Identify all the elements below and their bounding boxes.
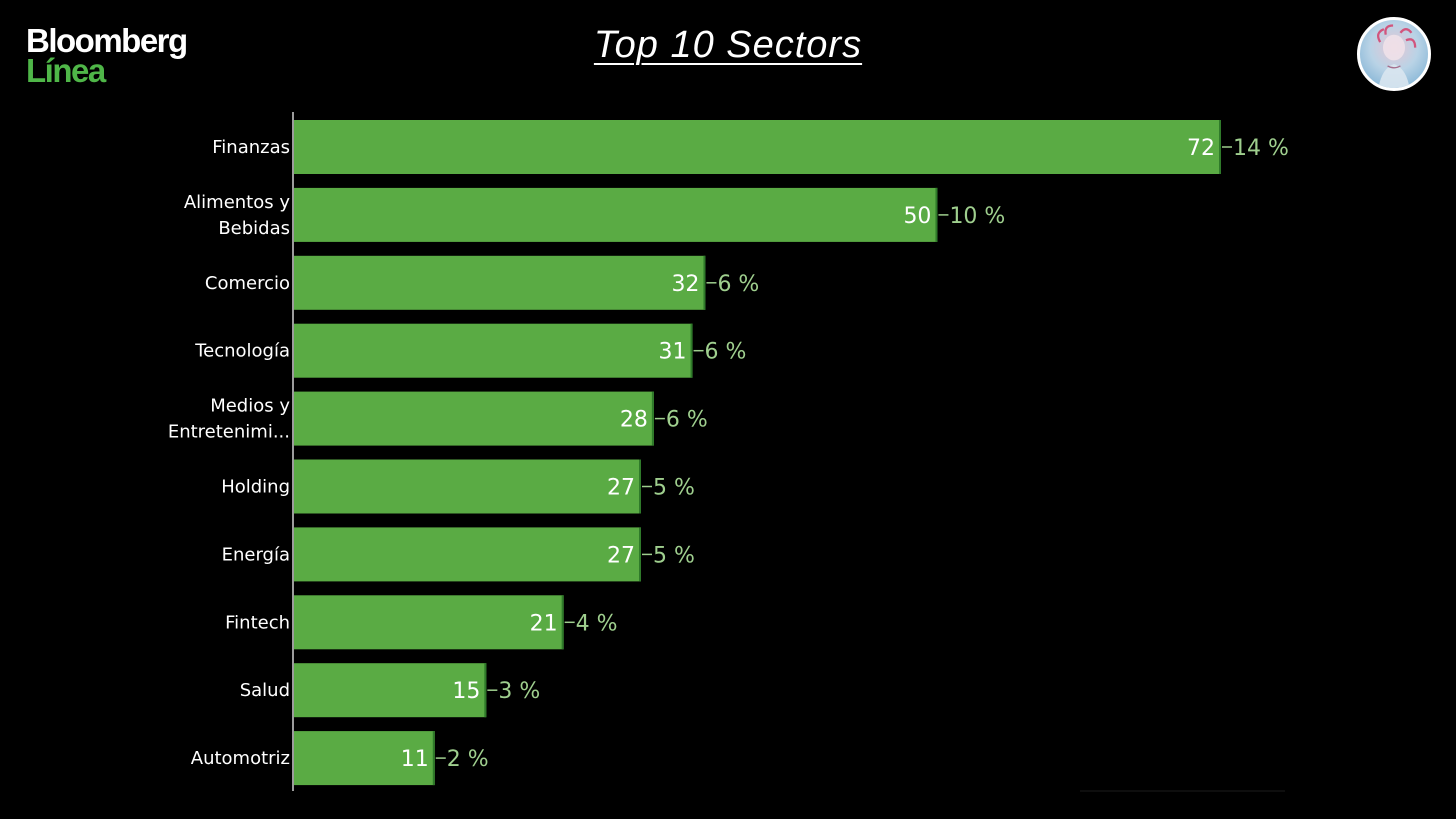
bar-end-marker <box>639 527 641 582</box>
value-label: 31 <box>659 340 687 365</box>
category-label: Comercio <box>205 273 290 294</box>
brand-logo-line1: Bloomberg <box>26 22 188 59</box>
category-label: Finanzas <box>212 137 290 158</box>
percent-label: 6 % <box>666 408 708 433</box>
percent-label: 14 % <box>1233 136 1289 161</box>
category-label: Holding <box>221 477 290 498</box>
value-label: 21 <box>530 611 558 636</box>
category-label: Tecnología <box>194 341 290 362</box>
category-label: Salud <box>240 680 290 701</box>
bar <box>294 391 654 446</box>
bar-end-marker <box>484 663 487 718</box>
brand-logo-line2: Línea <box>26 52 106 89</box>
bar <box>294 459 641 514</box>
bar-end-marker <box>651 391 654 446</box>
percent-label: 10 % <box>949 204 1005 229</box>
bar <box>294 731 435 786</box>
bar-end-marker <box>1219 120 1221 174</box>
percent-label: 4 % <box>576 611 618 636</box>
bar-end-marker <box>639 459 641 514</box>
value-label: 15 <box>452 679 480 704</box>
statue-portrait-icon <box>1377 24 1417 88</box>
value-label: 27 <box>607 476 635 501</box>
category-label: Automotriz <box>191 748 290 769</box>
value-label: 28 <box>620 408 648 433</box>
bar <box>294 527 641 582</box>
category-label: Bebidas <box>218 218 290 239</box>
value-label: 27 <box>607 543 635 568</box>
bar <box>294 595 564 650</box>
percent-label: 5 % <box>653 476 695 501</box>
category-label: Medios y <box>210 396 290 417</box>
bar-end-marker <box>935 187 938 242</box>
bar <box>294 120 1221 174</box>
percent-label: 5 % <box>653 543 695 568</box>
bar <box>294 187 938 242</box>
page-title: Top 10 Sectors <box>593 24 863 66</box>
value-label: 32 <box>671 272 699 297</box>
percent-label: 6 % <box>705 340 747 365</box>
percent-label: 6 % <box>717 272 759 297</box>
category-label: Entretenimi... <box>168 422 290 443</box>
value-label: 11 <box>401 747 429 772</box>
category-label: Fintech <box>225 612 290 633</box>
avatar <box>1357 17 1431 91</box>
brand-logo: Bloomberg Línea <box>26 22 188 89</box>
value-label: 50 <box>903 204 931 229</box>
bar-end-marker <box>703 255 706 310</box>
bar-end-marker <box>561 595 564 650</box>
category-label: Alimentos y <box>184 192 291 213</box>
bar-end-marker <box>690 323 693 378</box>
category-label: Energía <box>222 544 290 565</box>
percent-label: 2 % <box>447 747 489 772</box>
percent-label: 3 % <box>498 679 540 704</box>
bar <box>294 323 693 378</box>
bar <box>294 255 706 310</box>
bar-end-marker <box>432 731 435 786</box>
value-label: 72 <box>1187 136 1215 161</box>
bar <box>294 663 487 718</box>
